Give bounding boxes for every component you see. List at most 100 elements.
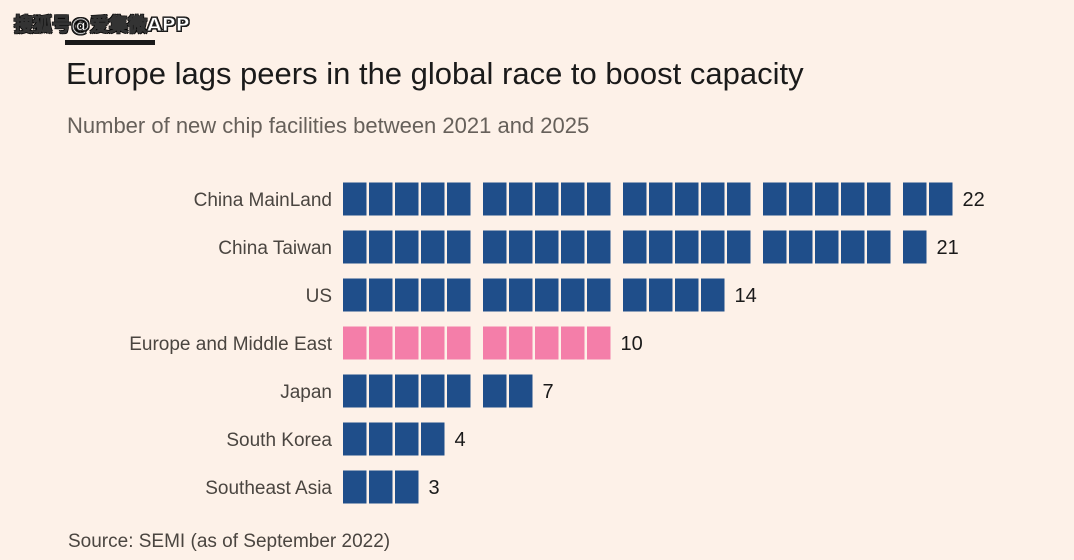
- unit-square-china-taiwan-3: [395, 230, 419, 264]
- value-label-japan: 7: [543, 381, 554, 403]
- unit-square-china-mainland-10: [587, 182, 611, 216]
- unit-square-china-taiwan-10: [587, 230, 611, 264]
- unit-square-us-6: [483, 278, 507, 312]
- value-label-southeast-asia: 3: [429, 477, 440, 499]
- unit-square-south-korea-2: [369, 422, 393, 456]
- unit-square-china-taiwan-16: [763, 230, 787, 264]
- category-label-europe-and-middle-east: Europe and Middle East: [129, 334, 333, 355]
- unit-square-us-10: [587, 278, 611, 312]
- unit-square-china-mainland-9: [561, 182, 585, 216]
- unit-square-europe-and-middle-east-7: [509, 326, 533, 360]
- unit-square-china-mainland-21: [903, 182, 927, 216]
- unit-square-us-13: [675, 278, 699, 312]
- unit-square-south-korea-4: [421, 422, 445, 456]
- unit-square-china-mainland-20: [867, 182, 891, 216]
- watermark: 搜狐号@爱集微APP: [14, 14, 191, 37]
- unit-square-china-taiwan-9: [561, 230, 585, 264]
- unit-square-china-taiwan-20: [867, 230, 891, 264]
- unit-square-europe-and-middle-east-2: [369, 326, 393, 360]
- unit-square-china-mainland-3: [395, 182, 419, 216]
- unit-square-europe-and-middle-east-4: [421, 326, 445, 360]
- value-label-south-korea: 4: [455, 429, 466, 451]
- unit-square-china-mainland-2: [369, 182, 393, 216]
- unit-square-china-mainland-5: [447, 182, 471, 216]
- unit-square-china-mainland-6: [483, 182, 507, 216]
- unit-square-europe-and-middle-east-1: [343, 326, 367, 360]
- unit-square-japan-1: [343, 374, 367, 408]
- unit-square-europe-and-middle-east-9: [561, 326, 585, 360]
- source-note: Source: SEMI (as of September 2022): [68, 531, 391, 552]
- unit-square-china-taiwan-17: [789, 230, 813, 264]
- unit-square-europe-and-middle-east-8: [535, 326, 559, 360]
- unit-square-southeast-asia-1: [343, 470, 367, 504]
- unit-square-japan-5: [447, 374, 471, 408]
- unit-square-china-taiwan-18: [815, 230, 839, 264]
- unit-square-china-mainland-17: [789, 182, 813, 216]
- value-label-china-taiwan: 21: [937, 237, 959, 259]
- unit-square-china-mainland-15: [727, 182, 751, 216]
- unit-square-us-8: [535, 278, 559, 312]
- chart-title: Europe lags peers in the global race to …: [66, 56, 804, 91]
- value-label-china-mainland: 22: [963, 189, 985, 211]
- unit-square-us-2: [369, 278, 393, 312]
- unit-square-china-taiwan-12: [649, 230, 673, 264]
- unit-square-south-korea-1: [343, 422, 367, 456]
- unit-square-china-mainland-13: [675, 182, 699, 216]
- category-label-southeast-asia: Southeast Asia: [205, 478, 332, 499]
- unit-square-china-mainland-22: [929, 182, 953, 216]
- unit-square-china-taiwan-5: [447, 230, 471, 264]
- unit-square-china-mainland-18: [815, 182, 839, 216]
- value-label-us: 14: [735, 285, 757, 307]
- unit-square-us-7: [509, 278, 533, 312]
- unit-square-japan-2: [369, 374, 393, 408]
- unit-square-china-mainland-14: [701, 182, 725, 216]
- unit-square-us-5: [447, 278, 471, 312]
- unit-square-us-4: [421, 278, 445, 312]
- unit-square-china-taiwan-7: [509, 230, 533, 264]
- title-accent-bar: [65, 40, 155, 45]
- unit-square-us-1: [343, 278, 367, 312]
- unit-square-us-14: [701, 278, 725, 312]
- unit-square-china-taiwan-13: [675, 230, 699, 264]
- unit-square-us-12: [649, 278, 673, 312]
- unit-square-china-taiwan-14: [701, 230, 725, 264]
- unit-square-china-mainland-7: [509, 182, 533, 216]
- unit-square-china-taiwan-19: [841, 230, 865, 264]
- category-label-japan: Japan: [280, 382, 332, 403]
- unit-square-southeast-asia-3: [395, 470, 419, 504]
- unit-square-southeast-asia-2: [369, 470, 393, 504]
- unit-square-europe-and-middle-east-6: [483, 326, 507, 360]
- unit-square-japan-4: [421, 374, 445, 408]
- unit-square-china-taiwan-21: [903, 230, 927, 264]
- unit-square-japan-7: [509, 374, 533, 408]
- unit-square-china-mainland-19: [841, 182, 865, 216]
- unit-square-us-3: [395, 278, 419, 312]
- unit-square-china-taiwan-15: [727, 230, 751, 264]
- value-label-europe-and-middle-east: 10: [621, 333, 643, 355]
- unit-square-china-mainland-12: [649, 182, 673, 216]
- category-label-china-taiwan: China Taiwan: [218, 238, 332, 259]
- unit-square-japan-6: [483, 374, 507, 408]
- unit-square-china-taiwan-6: [483, 230, 507, 264]
- unit-square-europe-and-middle-east-10: [587, 326, 611, 360]
- unit-square-us-11: [623, 278, 647, 312]
- unit-square-south-korea-3: [395, 422, 419, 456]
- unit-square-china-taiwan-2: [369, 230, 393, 264]
- unit-square-japan-3: [395, 374, 419, 408]
- category-label-south-korea: South Korea: [226, 430, 332, 451]
- unit-square-china-mainland-16: [763, 182, 787, 216]
- unit-square-europe-and-middle-east-3: [395, 326, 419, 360]
- unit-square-china-mainland-4: [421, 182, 445, 216]
- unit-square-us-9: [561, 278, 585, 312]
- unit-square-china-mainland-8: [535, 182, 559, 216]
- unit-square-china-taiwan-4: [421, 230, 445, 264]
- category-label-china-mainland: China MainLand: [194, 190, 332, 211]
- unit-square-europe-and-middle-east-5: [447, 326, 471, 360]
- category-label-us: US: [306, 286, 332, 307]
- chart-subtitle: Number of new chip facilities between 20…: [67, 113, 590, 138]
- unit-square-china-mainland-11: [623, 182, 647, 216]
- unit-square-china-taiwan-11: [623, 230, 647, 264]
- unit-square-china-taiwan-8: [535, 230, 559, 264]
